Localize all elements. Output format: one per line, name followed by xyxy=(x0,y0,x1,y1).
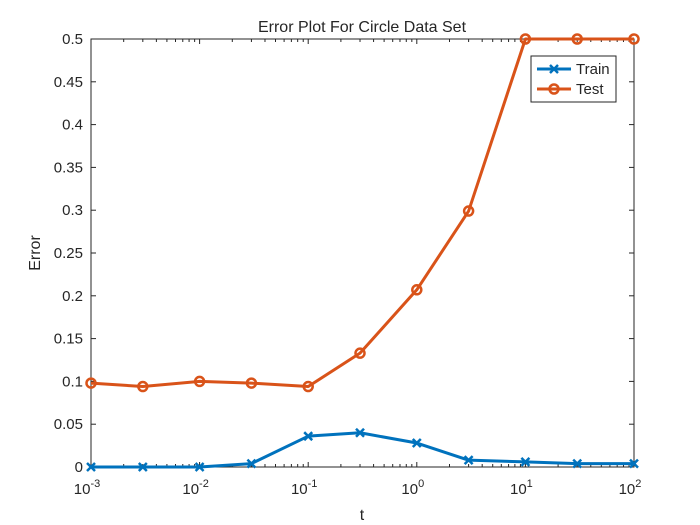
data-point-test xyxy=(354,347,366,359)
legend-entry-test: Test xyxy=(537,81,604,98)
series-layer xyxy=(85,33,640,472)
data-point-train xyxy=(303,431,314,442)
y-tick-label: 0.2 xyxy=(62,288,83,305)
x-tick-label-exponent: 1 xyxy=(527,478,533,490)
legend-entry-train: Train xyxy=(537,61,610,78)
x-tick-label-exponent: -1 xyxy=(308,478,318,490)
x-tick-label: 101 xyxy=(510,478,533,498)
y-tick-label: 0.15 xyxy=(54,331,83,348)
data-point-train xyxy=(137,462,148,472)
legend-label: Test xyxy=(576,81,604,98)
data-point-test xyxy=(519,33,532,45)
data-point-test xyxy=(193,375,206,388)
x-tick-label: 102 xyxy=(619,478,642,498)
data-point-train xyxy=(194,462,205,472)
y-tick-label: 0.1 xyxy=(62,373,83,390)
tick-marks xyxy=(90,38,635,468)
y-tick-label: 0.4 xyxy=(62,117,83,134)
legend-marker xyxy=(548,83,560,95)
y-tick-label: 0 xyxy=(75,459,83,476)
data-point-train xyxy=(572,458,583,469)
axes-box xyxy=(90,38,635,468)
data-point-test xyxy=(85,377,97,389)
x-tick-label-base: 10 xyxy=(619,481,636,498)
data-point-train xyxy=(355,427,365,438)
y-tick-label: 0.5 xyxy=(62,31,83,48)
data-point-test xyxy=(137,380,149,393)
data-point-test xyxy=(462,205,475,217)
data-point-train xyxy=(520,456,531,467)
y-tick-label: 0.45 xyxy=(54,74,83,91)
x-tick-label-base: 10 xyxy=(182,481,199,498)
data-point-train xyxy=(463,455,474,466)
x-tick-label: 10-2 xyxy=(182,478,208,498)
y-tick-label: 0.25 xyxy=(54,245,83,262)
x-tick-label: 10-3 xyxy=(74,478,100,498)
x-tick-label-base: 10 xyxy=(401,481,418,498)
data-point-train xyxy=(246,458,257,469)
legend: Train Test xyxy=(530,55,617,103)
legend-box xyxy=(530,55,617,103)
data-point-test xyxy=(411,284,423,296)
data-point-test xyxy=(245,377,258,389)
series-line-test xyxy=(90,37,634,389)
y-tick-labels: 0 0.05 0.1 0.15 0.2 0.25 0.3 0.35 0.4 0.45 0.5 xyxy=(54,31,83,476)
y-tick-label: 0.3 xyxy=(62,202,83,219)
data-point-train xyxy=(86,462,96,472)
data-point-test xyxy=(302,380,314,393)
x-axis-label: t xyxy=(360,507,365,524)
data-point-test xyxy=(571,33,583,45)
data-point-train xyxy=(629,458,639,469)
x-tick-label-base: 10 xyxy=(510,481,527,498)
x-tick-labels: 10-3 10-2 10-1 100 101 102 xyxy=(74,478,642,498)
data-point-train xyxy=(411,438,422,448)
x-tick-label-base: 10 xyxy=(291,481,308,498)
x-tick-label: 10-1 xyxy=(291,478,317,498)
data-point-test xyxy=(628,33,640,45)
x-tick-label-exponent: 0 xyxy=(418,478,424,490)
x-tick-label: 100 xyxy=(401,478,424,498)
x-tick-label-base: 10 xyxy=(74,481,91,498)
chart-title: Error Plot For Circle Data Set xyxy=(258,19,467,36)
legend-marker xyxy=(549,64,559,74)
x-tick-label-exponent: 2 xyxy=(635,478,641,490)
y-tick-label: 0.35 xyxy=(54,159,83,176)
y-axis-label: Error xyxy=(27,235,44,271)
x-tick-label-exponent: -2 xyxy=(199,478,209,490)
y-tick-label: 0.05 xyxy=(54,416,83,433)
x-tick-label-exponent: -3 xyxy=(90,478,100,490)
legend-label: Train xyxy=(576,61,610,78)
